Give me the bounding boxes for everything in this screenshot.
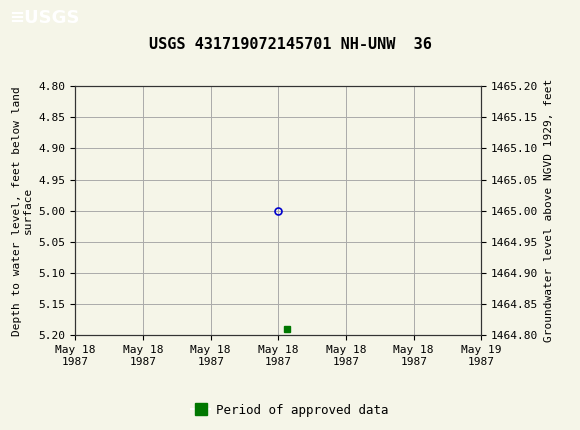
Y-axis label: Groundwater level above NGVD 1929, feet: Groundwater level above NGVD 1929, feet (544, 79, 554, 342)
Legend: Period of approved data: Period of approved data (186, 399, 394, 421)
Y-axis label: Depth to water level, feet below land
surface: Depth to water level, feet below land su… (12, 86, 33, 335)
Text: USGS 431719072145701 NH-UNW  36: USGS 431719072145701 NH-UNW 36 (148, 37, 432, 52)
Text: ≡USGS: ≡USGS (9, 9, 79, 27)
